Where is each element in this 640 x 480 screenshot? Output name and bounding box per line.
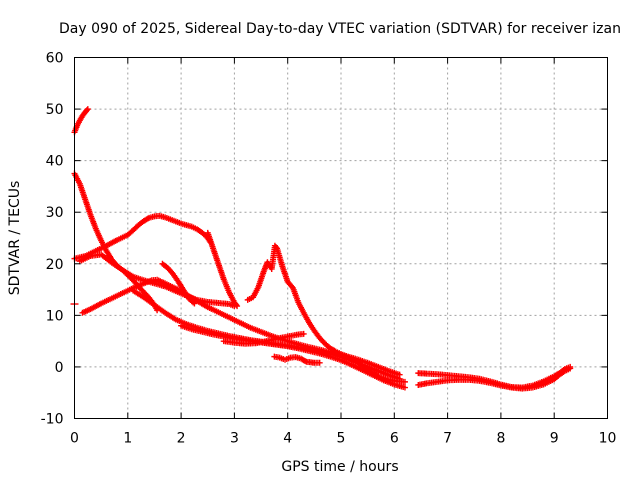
data-point — [401, 384, 408, 391]
x-tick-label: 10 — [599, 431, 617, 447]
x-tick-label: 5 — [337, 431, 346, 447]
y-tick-label: 10 — [46, 308, 64, 324]
y-tick-label: 0 — [55, 360, 64, 376]
x-tick-label: 9 — [550, 431, 559, 447]
data-point — [231, 303, 238, 310]
x-axis-label: GPS time / hours — [281, 459, 398, 475]
data-point — [191, 300, 198, 307]
x-tick-label: 4 — [283, 431, 292, 447]
data-point — [83, 107, 90, 114]
x-tick-label: 1 — [123, 431, 132, 447]
x-tick-label: 0 — [70, 431, 79, 447]
x-tick-label: 8 — [496, 431, 505, 447]
data-point — [401, 378, 408, 385]
x-tick-label: 6 — [390, 431, 399, 447]
series-arc-drop — [204, 229, 241, 310]
y-tick-label: 60 — [46, 51, 64, 67]
chart-title: Day 090 of 2025, Sidereal Day-to-day VTE… — [59, 21, 621, 37]
y-tick-label: 50 — [46, 102, 64, 118]
series-arc-tail-dip — [271, 353, 323, 366]
grid — [74, 57, 608, 419]
data-point — [567, 365, 574, 372]
data-points — [70, 106, 574, 392]
y-tick-label: -10 — [41, 412, 64, 428]
y-tick-label: 30 — [46, 205, 64, 221]
axes: 0 1 2 3 4 5 6 7 8 9 10 -10 0 10 20 30 40 50 60 — [41, 51, 617, 447]
data-point — [272, 244, 279, 251]
series-arc-spike — [244, 242, 408, 385]
series-arc-mid-low — [220, 330, 307, 347]
data-point — [300, 330, 307, 337]
y-tick-label: 20 — [46, 257, 64, 273]
data-point — [316, 359, 323, 366]
series-arc-small-ridge — [159, 260, 198, 307]
x-tick-label: 7 — [443, 431, 452, 447]
y-axis-label: SDTVAR / TECUs — [7, 181, 23, 296]
y-tick-label: 40 — [46, 154, 64, 170]
data-point — [84, 106, 91, 113]
x-tick-label: 3 — [230, 431, 239, 447]
data-point — [288, 283, 295, 290]
x-tick-label: 2 — [177, 431, 186, 447]
series-arc-late-lower — [415, 365, 574, 392]
